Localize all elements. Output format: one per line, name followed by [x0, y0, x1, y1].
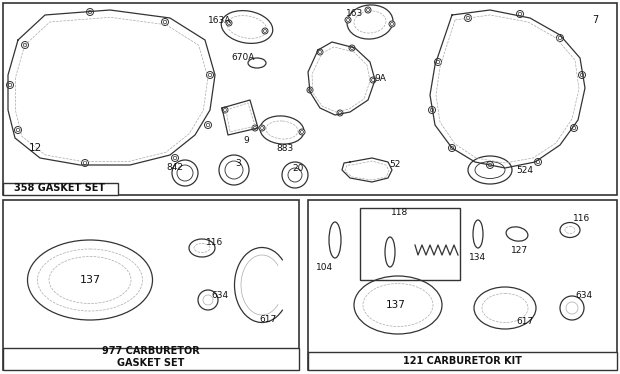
Text: 9: 9	[243, 135, 249, 144]
Text: 12: 12	[29, 143, 42, 153]
Circle shape	[172, 154, 179, 162]
Text: 634: 634	[211, 291, 229, 300]
Bar	[3, 200, 299, 370]
Text: 20: 20	[292, 163, 304, 172]
Bar	[360, 208, 460, 280]
Circle shape	[317, 49, 323, 55]
Bar	[3, 183, 118, 195]
Circle shape	[81, 159, 89, 166]
Circle shape	[428, 107, 435, 113]
Circle shape	[222, 107, 228, 113]
Text: 127: 127	[512, 245, 529, 254]
Text: 3: 3	[235, 159, 241, 168]
Circle shape	[337, 110, 343, 116]
Circle shape	[435, 58, 441, 65]
Text: 121 CARBURETOR KIT: 121 CARBURETOR KIT	[402, 356, 521, 366]
Text: 524: 524	[516, 166, 533, 175]
Circle shape	[448, 144, 456, 151]
Text: 116: 116	[574, 214, 591, 223]
Circle shape	[14, 126, 22, 134]
Circle shape	[487, 162, 494, 169]
Text: 163A: 163A	[208, 15, 232, 25]
Circle shape	[262, 28, 268, 34]
Text: 617: 617	[516, 318, 534, 327]
Circle shape	[557, 34, 564, 42]
Text: 358 GASKET SET: 358 GASKET SET	[14, 183, 105, 193]
Circle shape	[22, 42, 29, 49]
Bar	[308, 200, 617, 370]
Text: 7: 7	[592, 15, 598, 25]
Circle shape	[87, 9, 94, 15]
Circle shape	[370, 77, 376, 83]
Circle shape	[6, 82, 14, 89]
Text: 52: 52	[389, 159, 401, 169]
Text: 163: 163	[347, 9, 363, 18]
Circle shape	[299, 129, 305, 135]
Bar	[3, 3, 617, 195]
Bar	[308, 352, 617, 370]
Circle shape	[205, 122, 211, 129]
Text: 9A: 9A	[374, 74, 386, 83]
Circle shape	[534, 159, 541, 166]
Text: 104: 104	[316, 264, 334, 273]
Circle shape	[464, 15, 471, 21]
Text: 634: 634	[575, 291, 593, 300]
Text: 118: 118	[391, 208, 409, 217]
Text: 977 CARBURETOR
GASKET SET: 977 CARBURETOR GASKET SET	[102, 346, 200, 368]
Circle shape	[161, 18, 169, 25]
Circle shape	[578, 71, 585, 79]
Text: 134: 134	[469, 254, 487, 263]
Circle shape	[206, 71, 213, 79]
Text: 883: 883	[277, 144, 294, 153]
Text: 842: 842	[167, 162, 184, 172]
Circle shape	[365, 7, 371, 13]
Circle shape	[226, 20, 232, 26]
Circle shape	[307, 87, 313, 93]
Circle shape	[349, 45, 355, 51]
Text: 137: 137	[386, 300, 406, 310]
Circle shape	[252, 125, 258, 131]
Text: 617: 617	[259, 316, 277, 325]
Text: 116: 116	[206, 237, 224, 246]
Circle shape	[345, 17, 351, 23]
Circle shape	[570, 125, 577, 132]
Circle shape	[516, 10, 523, 18]
Bar	[3, 348, 299, 370]
Text: 137: 137	[79, 275, 100, 285]
Circle shape	[389, 21, 395, 27]
Circle shape	[259, 125, 265, 131]
Text: 670A: 670A	[231, 52, 255, 61]
